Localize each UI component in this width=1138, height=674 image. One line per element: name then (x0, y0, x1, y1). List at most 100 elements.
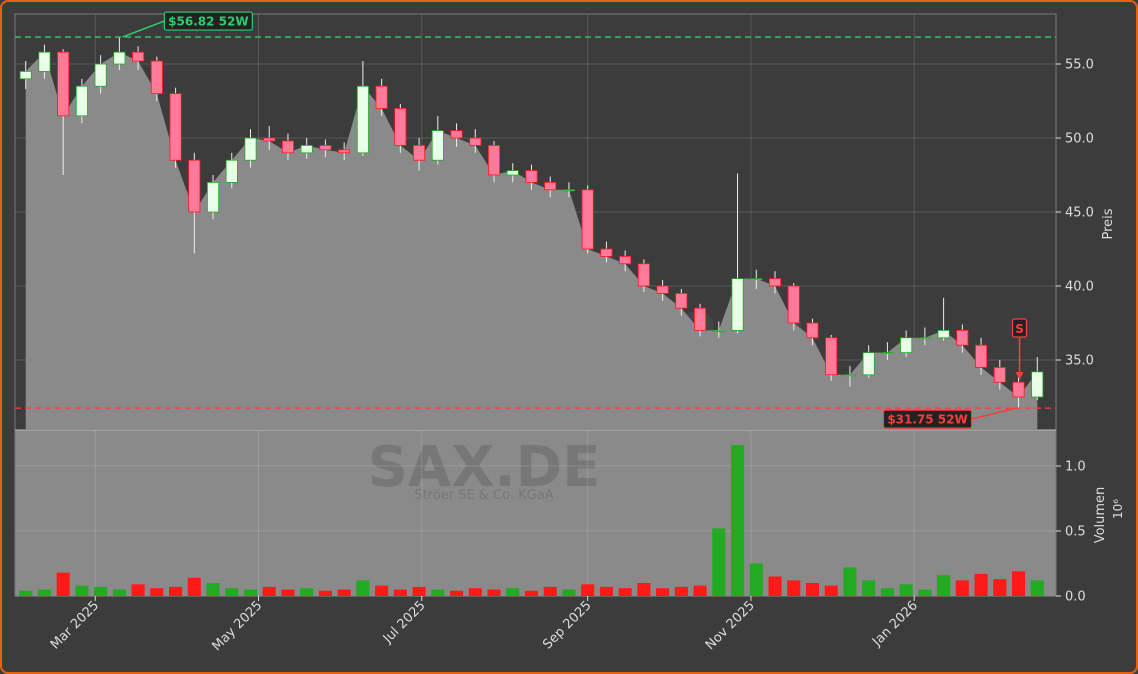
level-label-text: $31.75 52W (887, 413, 967, 427)
volume-bar (693, 585, 707, 596)
volume-bar (880, 588, 894, 596)
volume-bar (974, 573, 988, 596)
candle-body (263, 137, 276, 142)
volume-bar (824, 585, 838, 596)
volume-bar (131, 584, 145, 596)
volume-multiplier: 10⁶ (1111, 499, 1125, 519)
volume-bar (56, 572, 70, 596)
candle-body (281, 140, 294, 154)
volume-bar (730, 445, 745, 596)
volume-bar (112, 589, 126, 596)
candle-body (937, 330, 950, 339)
company-watermark: Ströer SE & Co. KGaA (414, 488, 553, 503)
candle-body (506, 170, 519, 176)
candle-body (244, 137, 257, 161)
volume-bar (75, 585, 89, 596)
candle-body (94, 63, 107, 87)
candle-body (450, 130, 463, 139)
candle-body (356, 85, 369, 154)
y-tick-label: 45.0 (1065, 206, 1094, 221)
candle-body (787, 285, 800, 324)
ticker-watermark: SAX.DE (368, 435, 601, 500)
volume-bar (225, 588, 239, 596)
volume-bar (787, 580, 801, 596)
volume-bar (506, 588, 520, 596)
x-tick-label: Jul 2025 (380, 598, 429, 647)
y-tick-label: 50.0 (1065, 132, 1094, 147)
x-tick-label: Nov 2025 (703, 598, 758, 653)
volume-bar (843, 567, 857, 596)
candle-body (150, 60, 163, 95)
candle-body (993, 367, 1006, 383)
candle-body (338, 149, 351, 154)
candle-body (300, 145, 313, 154)
volume-bar (712, 528, 726, 596)
signal-label: S (1015, 322, 1024, 336)
volume-bar (412, 586, 426, 596)
candle-body (375, 85, 388, 109)
volume-bar (955, 580, 969, 596)
x-tick-label: May 2025 (209, 598, 265, 654)
volume-bar (637, 583, 651, 596)
volume-bar (674, 586, 688, 596)
volume-bar (94, 586, 108, 596)
volume-tick-label: 0.0 (1065, 590, 1086, 605)
candle-body (806, 322, 819, 339)
volume-bar (150, 588, 164, 596)
candle-body (469, 137, 482, 146)
candle-body (825, 337, 838, 376)
y-tick-label: 35.0 (1065, 354, 1094, 369)
candle-body (881, 352, 894, 355)
candle-body (38, 51, 51, 72)
candle-body (675, 293, 688, 309)
candle-body (488, 145, 501, 176)
x-tick-label: Sep 2025 (540, 598, 594, 652)
candle-body (1031, 371, 1044, 398)
volume-bar (449, 590, 464, 596)
y-tick-label: 40.0 (1065, 280, 1094, 295)
volume-bar (262, 586, 276, 596)
volume-bar (1030, 580, 1044, 596)
candle-body (169, 93, 182, 161)
volume-bar (862, 580, 876, 596)
candle-body (413, 145, 426, 161)
level-label: $56.82 52W (163, 11, 253, 31)
volume-bar (37, 589, 51, 596)
candle-body (75, 85, 88, 117)
candle-body (862, 352, 875, 376)
x-tick-label: Jan 2026 (869, 598, 921, 650)
volume-bar (768, 576, 782, 596)
signal-arrowhead (1015, 372, 1024, 380)
x-tick-label: Mar 2025 (48, 598, 102, 652)
candle-body (975, 344, 988, 368)
price-area (25, 52, 1038, 430)
volume-panel (15, 430, 1056, 596)
candle-body (581, 189, 594, 250)
candle-body (1012, 381, 1025, 398)
volume-bar (187, 577, 201, 596)
candle-body (918, 337, 931, 340)
y-axis-label: Preis (1101, 208, 1116, 239)
volume-bar (749, 563, 763, 596)
volume-bar (524, 590, 539, 596)
level-arrow (971, 407, 1016, 420)
volume-bar (356, 580, 370, 596)
candle-body (750, 278, 763, 281)
level-arrow (122, 20, 165, 38)
volume-bar (581, 584, 595, 596)
volume-bar (937, 575, 951, 596)
candle-body (544, 182, 557, 191)
candle-body (319, 145, 332, 151)
volume-bar (618, 588, 632, 596)
volume-bar (281, 589, 295, 596)
volume-axis-label: Volumen (1093, 487, 1108, 544)
volume-bar (918, 589, 932, 596)
volume-bar (599, 586, 613, 596)
candle-body (619, 256, 632, 265)
level-label-box (882, 409, 973, 429)
volume-bar (899, 584, 913, 596)
volume-bar (805, 583, 820, 596)
candle-body (431, 130, 444, 161)
candle-body (731, 278, 744, 331)
